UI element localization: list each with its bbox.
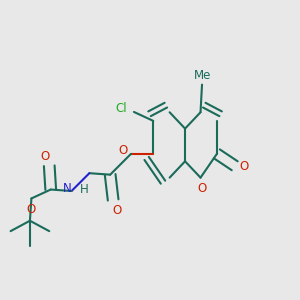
Text: Cl: Cl (115, 102, 127, 115)
Text: O: O (27, 202, 36, 216)
Text: O: O (112, 203, 121, 217)
Text: N: N (63, 182, 71, 194)
Text: O: O (40, 150, 50, 164)
Text: H: H (80, 183, 88, 196)
Text: O: O (239, 160, 248, 173)
Text: O: O (198, 182, 207, 195)
Text: Me: Me (194, 69, 211, 82)
Text: O: O (118, 144, 128, 157)
